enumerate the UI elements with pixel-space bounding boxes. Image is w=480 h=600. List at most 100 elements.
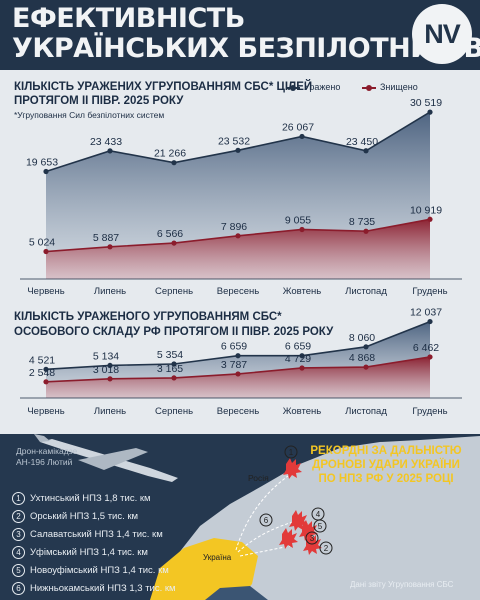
chart1-destroyed-data-label: 10 919	[410, 204, 442, 216]
chart2-hit-point	[299, 353, 305, 359]
fire-icon-5	[303, 534, 322, 555]
drone-icon	[34, 434, 178, 482]
fire-icon-2	[289, 510, 308, 531]
refinery-text: Нижньокамський НПЗ 1,3 тис. км	[30, 583, 176, 594]
chart2-hit-point	[171, 361, 177, 367]
map-label-russia: Росія	[248, 473, 269, 483]
chart1-title-line2: ПРОТЯГОМ ІІ ПІВР. 2025 РОКУ	[14, 95, 184, 107]
chart2-destroyed-data-label: 2 548	[29, 367, 55, 379]
chart1-x-tick-label: Листопад	[345, 286, 387, 297]
chart1-destroyed-data-label: 6 566	[157, 228, 183, 240]
chart1-x-tick-label: Серпень	[155, 286, 193, 297]
chart2-hit-data-label: 6 659	[221, 341, 247, 353]
chart2-hit-point	[427, 318, 433, 325]
marker-5-label: 5	[318, 522, 323, 531]
chart1-title-line1: КІЛЬКІСТЬ УРАЖЕНИХ УГРУПОВАННЯМ СБС* ЦІЛ…	[14, 81, 313, 93]
chart2-destroyed-data-label: 4 868	[349, 352, 375, 364]
chart2-hit-data-label: 8 060	[349, 332, 375, 344]
chart1-destroyed-data-label: 8 735	[349, 216, 375, 228]
refinery-text: Уфімський НПЗ 1,4 тис. км	[30, 547, 148, 558]
chart2-x-tick-label: Липень	[94, 406, 126, 417]
map-markers: 1 6 4 5 3 2	[259, 445, 333, 555]
refinery-item: 4 Уфімський НПЗ 1,4 тис. км	[12, 546, 148, 562]
chart1-destroyed-point	[363, 228, 369, 234]
record-heading-line2: ДРОНОВІ УДАРИ УКРАЇНИ	[312, 459, 460, 471]
chart1-hit-point	[235, 147, 241, 153]
refinery-text: Орський НПЗ 1,5 тис. км	[30, 511, 139, 522]
chart1-hit-point	[299, 133, 305, 140]
refinery-item: 1 Ухтинський НПЗ 1,8 тис. км	[12, 492, 151, 508]
chart2-x-tick-label: Серпень	[155, 406, 193, 417]
fire-icon-1	[283, 458, 302, 479]
record-heading: РЕКОРДНІ ЗА ДАЛЬНІСТЮ ДРОНОВІ УДАРИ УКРА…	[300, 444, 472, 486]
chart2-destroyed-point	[427, 354, 433, 360]
chart2-destroyed-point	[299, 365, 305, 371]
record-heading-line1: РЕКОРДНІ ЗА ДАЛЬНІСТЮ	[310, 445, 462, 457]
chart1-destroyed-point	[43, 248, 49, 255]
chart1-hit-data-label: 21 266	[154, 148, 186, 160]
record-heading-line3: ПО НПЗ РФ У 2025 РОЦІ	[318, 473, 454, 485]
page-title-line1: ЕФЕКТИВНІСТЬ	[12, 3, 245, 34]
refinery-number: 6	[12, 582, 25, 595]
source-note: Дані звіту Угруповання СБС	[350, 580, 454, 589]
marker-2-label: 2	[324, 544, 329, 553]
chart1-destroyed-point	[171, 240, 177, 246]
chart1-hit-data-label: 23 433	[90, 136, 122, 148]
marker-1-label: 1	[289, 448, 294, 457]
chart1-hit-data-label: 30 519	[410, 97, 442, 109]
drone-tail	[34, 434, 50, 442]
chart1-hit-data-label: 26 067	[282, 121, 314, 133]
legend-hit-label: Уражено	[304, 82, 341, 92]
chart2-hit-point	[235, 353, 241, 359]
refinery-item: 6 Нижньокамський НПЗ 1,3 тис. км	[12, 582, 176, 598]
chart1-x-tick-label: Жовтень	[283, 286, 322, 297]
legend-destroyed-label: Знищено	[380, 82, 418, 92]
chart1-hit-point	[171, 160, 177, 166]
legend-hit: Уражено	[286, 82, 340, 92]
fire-icon-3	[299, 520, 318, 541]
marker-5	[313, 519, 327, 533]
chart1-destroyed-point	[427, 216, 433, 222]
refinery-text: Новоуфімський НПЗ 1,4 тис. км	[30, 565, 169, 576]
refinery-item: 5 Новоуфімський НПЗ 1,4 тис. км	[12, 564, 169, 580]
chart1-destroyed-point	[235, 233, 241, 239]
fire-icon-4	[279, 528, 298, 549]
chart1-hit-point	[363, 148, 369, 154]
legend-hit-marker	[286, 84, 300, 91]
marker-3	[305, 531, 319, 545]
chart2-destroyed-area	[46, 356, 430, 398]
refinery-item: 3 Салаватський НПЗ 1,4 тис. км	[12, 528, 163, 544]
chart2-title-line1: КІЛЬКІСТЬ УРАЖЕНОГО УГРУПОВАННЯМ СБС*	[14, 311, 282, 323]
refinery-text: Ухтинський НПЗ 1,8 тис. км	[30, 493, 151, 504]
charts-svg: Червень Липень Серпень Вересень Жовтень Листо…	[20, 97, 462, 417]
drone-wing	[78, 448, 148, 470]
marker-4-label: 4	[316, 510, 321, 519]
black-sea	[205, 586, 268, 600]
chart2-destroyed-point	[235, 371, 241, 377]
refinery-number: 4	[12, 546, 25, 559]
chart1-destroyed-point	[299, 226, 305, 233]
chart2-destroyed-point	[171, 375, 177, 381]
chart2-hit-data-label: 12 037	[410, 307, 442, 319]
chart1-hit-data-label: 19 653	[26, 157, 58, 169]
chart1-x-tick-label: Червень	[27, 286, 64, 297]
chart2-hit-data-label: 6 659	[285, 341, 311, 353]
marker-6	[259, 513, 273, 527]
refinery-number: 2	[12, 510, 25, 523]
chart2-x-tick-label: Грудень	[412, 406, 447, 417]
chart1-destroyed-area	[46, 219, 430, 279]
chart2-destroyed-point	[43, 379, 49, 385]
chart1-x-tick-label: Липень	[94, 286, 126, 297]
chart2-hit-point	[363, 344, 369, 350]
marker-2	[319, 541, 333, 555]
legend-destroyed-marker	[362, 84, 376, 91]
chart1-hit-data-label: 23 532	[218, 135, 250, 147]
chart2-destroyed-point	[363, 364, 369, 370]
refinery-number: 1	[12, 492, 25, 505]
chart1-destroyed-data-label: 9 055	[285, 214, 311, 226]
map-label-ukraine: Україна	[200, 552, 235, 563]
chart2-x-tick-label: Червень	[27, 406, 64, 417]
chart2-x-tick-label: Вересень	[217, 406, 259, 417]
marker-3-label: 3	[310, 534, 315, 543]
legend-destroyed: Знищено	[362, 82, 418, 92]
